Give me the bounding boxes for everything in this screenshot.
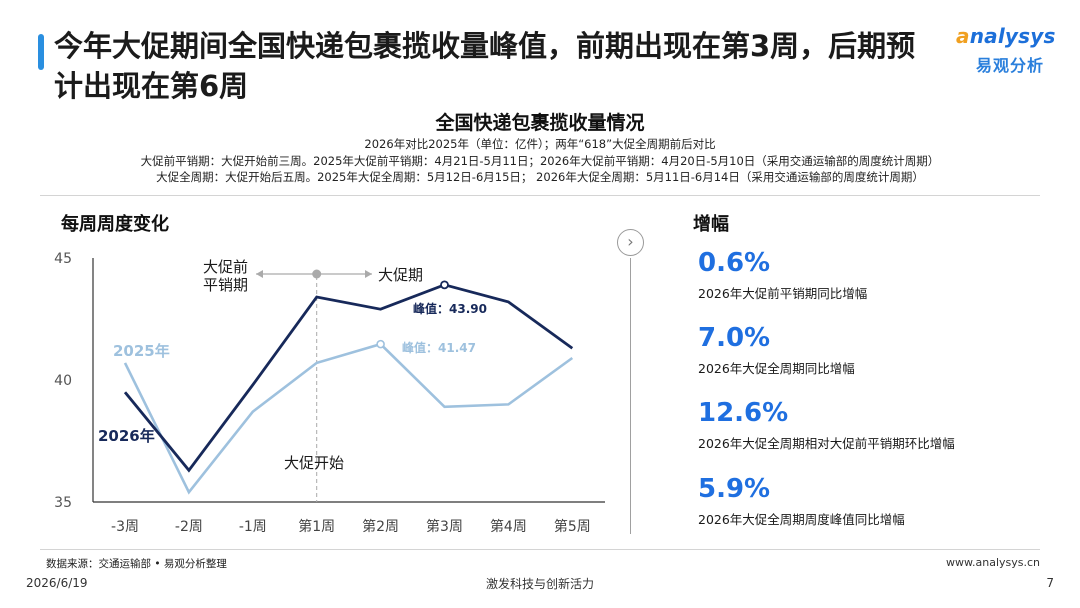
panel-divider [630, 258, 631, 534]
stat-pre-period-yoy: 0.6% 2026年大促前平销期同比增幅 [698, 248, 867, 302]
footer-divider [40, 549, 1040, 550]
logo-wordmark: analysys [956, 24, 1056, 48]
series-line-0 [123, 342, 574, 495]
line-chart: 35 40 45 -3周 -2周 -1周 第1周 第2周 第3周 第4周 第5周 大促前平销期 大促期大… [54, 251, 605, 535]
header-divider [40, 195, 1040, 196]
x-tick-label: -1周 [239, 519, 267, 535]
y-tick-label: 40 [54, 373, 72, 389]
pre-period-label-line2: 平销期 [203, 276, 248, 294]
x-tick-label: 第2周 [362, 518, 399, 535]
peak-marker-2026 [440, 280, 449, 290]
period-arrow-center-dot [312, 269, 322, 279]
data-source: 数据来源：交通运输部 • 易观分析整理 [46, 558, 227, 570]
x-tick-label: 第3周 [426, 518, 463, 535]
website-link[interactable]: www.analysys.cn [946, 556, 1040, 569]
x-tick-label: -3周 [111, 519, 139, 535]
stat-description: 2026年大促全周期周度峰值同比增幅 [698, 512, 905, 527]
stat-description: 2026年大促全周期相对大促前平销期环比增幅 [698, 436, 955, 451]
chart-note-units: 2026年对比2025年（单位：亿件）；两年“618”大促全周期前后对比 [364, 137, 716, 151]
x-tick-label: 第4周 [490, 518, 527, 535]
chart-note-pre-period: 大促前平销期：大促开始前三周。2025年大促前平销期：4月21日-5月11日；2… [140, 154, 940, 168]
title-accent-bar [38, 34, 44, 70]
chart-title: 全国快递包裹揽收量情况 [435, 112, 645, 134]
stat-value: 0.6% [698, 248, 771, 278]
series-label-2026: 2026年 [98, 427, 155, 445]
stat-description: 2026年大促全周期同比增幅 [698, 361, 855, 376]
period-arrow-left-head [256, 270, 263, 278]
chart-note-promo-period: 大促全周期：大促开始后五周。2025年大促全周期：5月12日-6月15日； 20… [156, 170, 924, 184]
analysys-logo: analysys 易观分析 [948, 22, 1068, 78]
stat-full-period-yoy: 7.0% 2026年大促全周期同比增幅 [698, 323, 855, 377]
report-date: 2026/6/19 [26, 576, 88, 590]
growth-heading: 增幅 [693, 214, 729, 235]
stat-description: 2026年大促前平销期同比增幅 [698, 286, 868, 301]
slogan: 激发科技与创新活力 [485, 577, 594, 591]
x-tick-label: -2周 [175, 519, 203, 535]
stat-value: 7.0% [698, 323, 771, 353]
pre-period-label-line1: 大促前 [203, 258, 248, 276]
logo-chinese-name: 易观分析 [976, 56, 1045, 75]
stat-peak-yoy: 5.9% 2026年大促全周期周度峰值同比增幅 [698, 474, 905, 528]
x-tick-label: 第1周 [298, 518, 335, 535]
y-tick-label: 45 [54, 251, 72, 267]
chevron-right-icon[interactable]: › [617, 229, 644, 256]
page-number: 7 [1046, 576, 1054, 590]
promo-start-label: 大促开始 [284, 454, 344, 472]
peak-marker-2025 [376, 339, 385, 349]
peak-label-2026: 峰值：43.90 [413, 301, 487, 316]
series-line-1 [123, 283, 574, 473]
series-label-2025: 2025年 [113, 342, 170, 360]
promo-period-label: 大促期 [378, 266, 423, 284]
x-tick-label: 第5周 [554, 518, 591, 535]
period-arrow-right-head [365, 270, 372, 278]
page-title: 今年大促期间全国快递包裹揽收量峰值，前期出现在第3周，后期预计出现在第6周 [54, 29, 916, 103]
weekly-change-heading: 每周周度变化 [61, 214, 169, 235]
stat-value: 12.6% [698, 398, 789, 428]
peak-label-2025: 峰值：41.47 [402, 340, 476, 355]
y-tick-label: 35 [54, 495, 72, 511]
stat-full-vs-pre-period: 12.6% 2026年大促全周期相对大促前平销期环比增幅 [698, 398, 955, 452]
stat-value: 5.9% [698, 474, 771, 504]
